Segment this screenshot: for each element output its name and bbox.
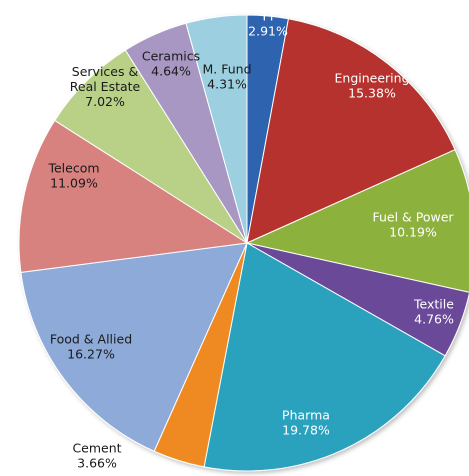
label-food-allied: Food & Allied 16.27% [50, 332, 132, 362]
label-services-real-estate: Services & Real Estate 7.02% [70, 64, 141, 109]
slice-m-fund [185, 14, 248, 244]
label-textile: Textile 4.76% [413, 297, 454, 327]
slice-telecom [18, 119, 249, 273]
label-pharma: Pharma 19.78% [282, 408, 330, 438]
slice-engineering [246, 18, 456, 244]
label-engineering: Engineering 15.38% [335, 71, 410, 101]
slice-food-allied [20, 242, 248, 452]
slice-pharma [203, 242, 446, 472]
pie-slices [18, 14, 469, 472]
pie-labels: FI 2.91% Engineering 15.38% Fuel & Power 10.1… [47, 9, 454, 471]
slice-fuel-power [245, 149, 469, 293]
label-m-fund: M. Fund 4.31% [202, 62, 251, 92]
label-fuel-power: Fuel & Power 10.19% [372, 210, 454, 240]
label-ceramics: Ceramics 4.64% [142, 49, 200, 79]
label-telecom: Telecom 11.09% [47, 161, 99, 191]
label-fi: FI 2.91% [248, 9, 288, 39]
label-cement: Cement 3.66% [72, 441, 121, 471]
